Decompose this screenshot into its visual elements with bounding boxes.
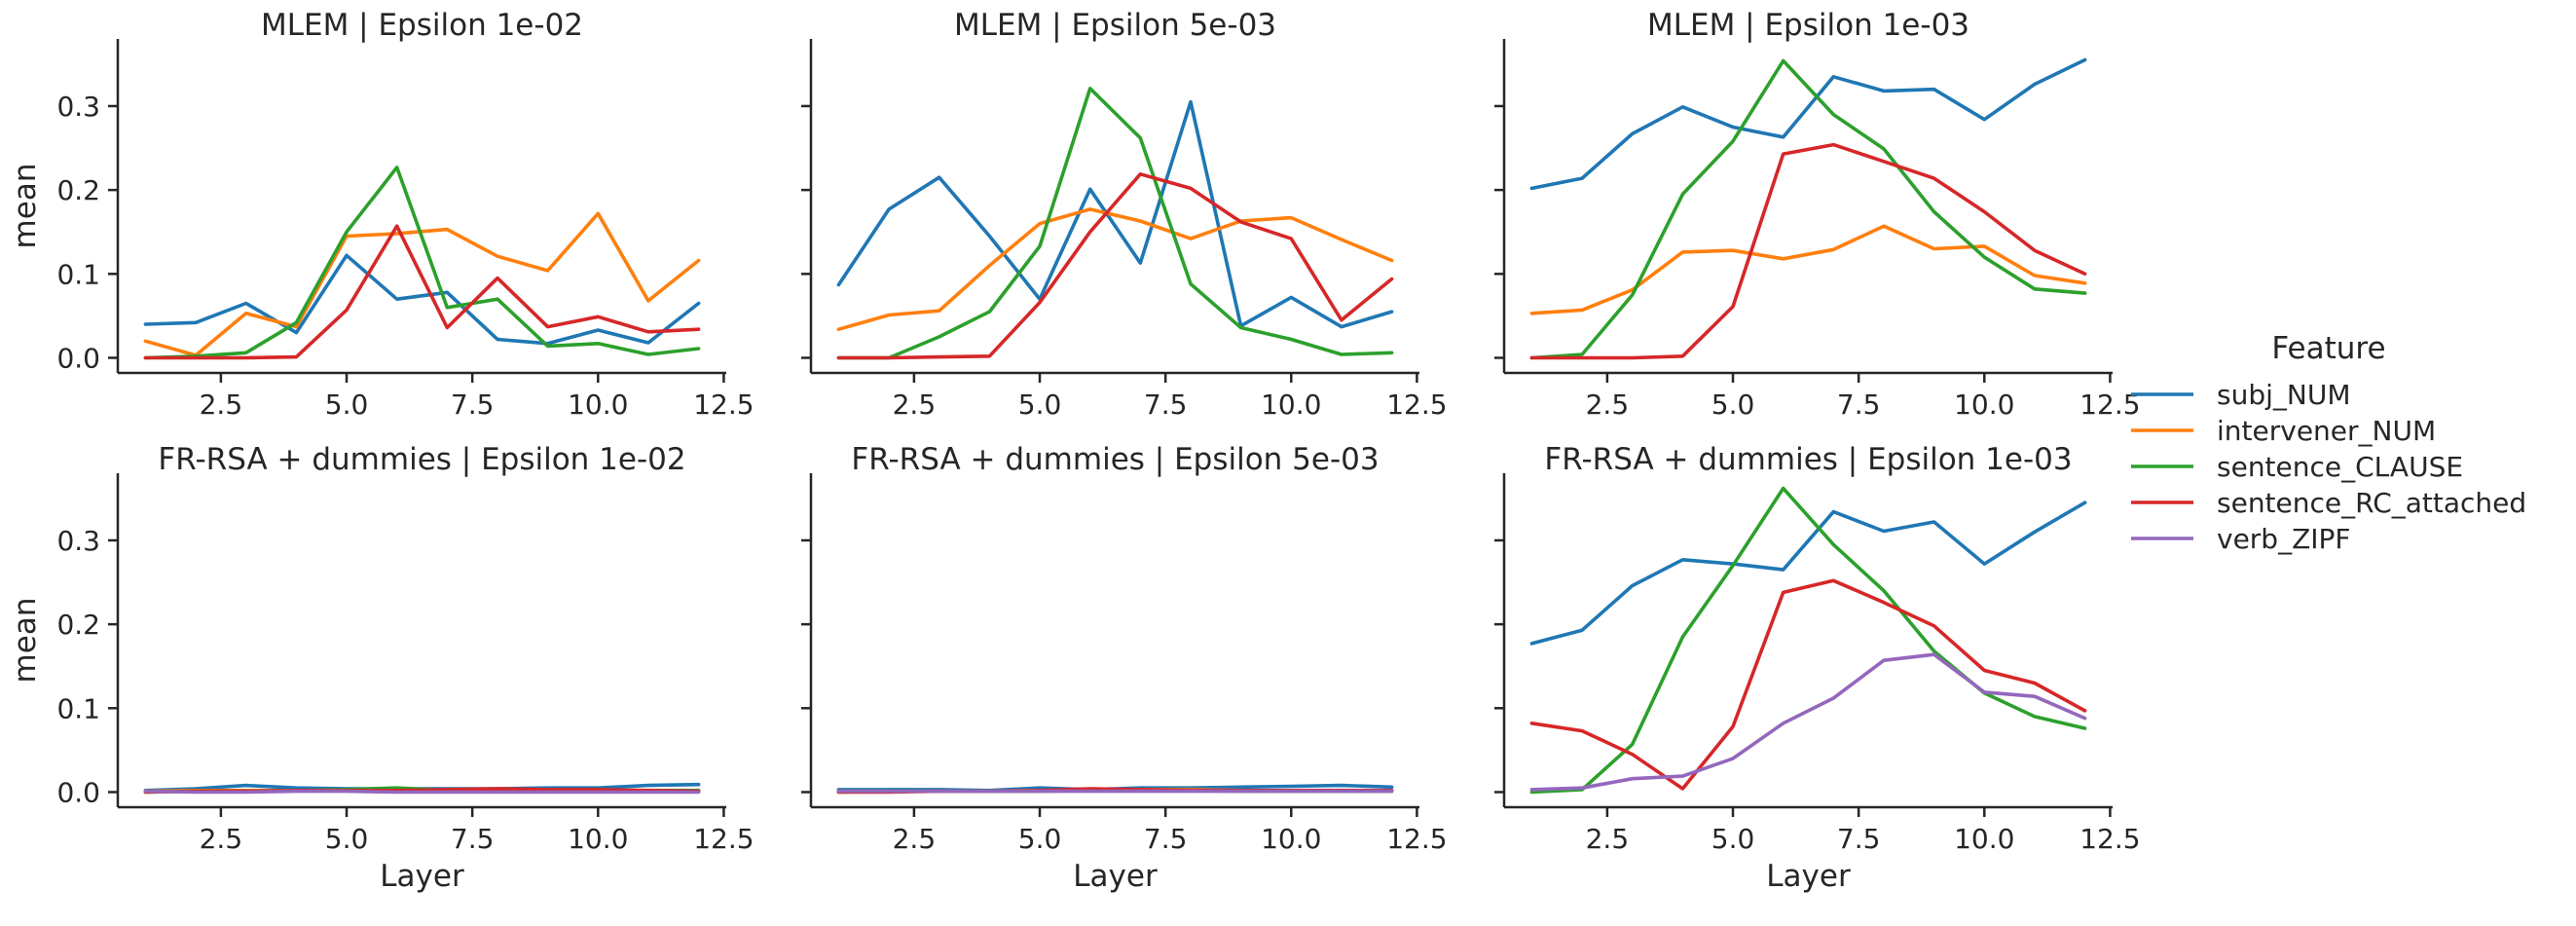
subplot-0-0: MLEM | Epsilon 1e-02 0.0 0.1 0.2 0.3 2.5 5.0 7.… [8,8,754,421]
x-tick-label: 10.0 [1261,823,1321,855]
subplot-title: MLEM | Epsilon 1e-03 [1647,8,1969,43]
series-line-sentence-clause [143,166,701,360]
series-line-sentence-rc-attached [143,224,701,360]
y-tick-label: 0.3 [56,525,100,557]
series-line-subj-num [143,253,701,346]
x-tick-label: 5.0 [1711,823,1755,855]
series-line-intervener-num [1529,224,2087,315]
subplot-title: FR-RSA + dummies | Epsilon 1e-03 [1544,442,2072,477]
x-tick-label: 10.0 [568,389,628,421]
x-tick-label: 10.0 [568,823,628,855]
legend-item: subj_NUM [2131,379,2350,411]
x-tick-label: 7.5 [451,389,495,421]
x-tick-label: 10.0 [1261,389,1321,421]
subplot-1-0: FR-RSA + dummies | Epsilon 1e-02 0.0 0.1 0.… [8,442,754,894]
legend-label: intervener_NUM [2217,415,2436,447]
series-line-intervener-num [143,211,701,357]
x-tick-label: 7.5 [1144,823,1188,855]
x-axis-label: Layer [380,859,464,894]
x-tick-label: 12.5 [2079,389,2140,421]
series-line-verb-zipf [1529,652,2087,792]
legend-item: intervener_NUM [2131,415,2436,447]
legend-label: verb_ZIPF [2217,523,2351,555]
subplot-1-2: FR-RSA + dummies | Epsilon 1e-03 2.5 5.0 7.… [1494,442,2141,894]
x-axis-label: Layer [1073,859,1158,894]
series-line-intervener-num [836,207,1394,332]
legend-title: Feature [2271,331,2385,366]
x-tick-label: 12.5 [1386,823,1447,855]
series-line-verb-zipf [143,789,701,795]
subplot-0-2: MLEM | Epsilon 1e-03 2.5 5.0 7.5 10.0 12.5 [1494,8,2141,421]
y-tick-label: 0.2 [56,609,100,641]
subplot-0-1: MLEM | Epsilon 5e-03 2.5 5.0 7.5 10.0 12.5 [801,8,1448,421]
subplot-title: FR-RSA + dummies | Epsilon 5e-03 [851,442,1379,477]
legend-item: verb_ZIPF [2131,523,2351,555]
series-line-sentence-rc-attached [836,172,1394,360]
x-tick-label: 2.5 [893,389,937,421]
legend-label: sentence_CLAUSE [2217,451,2463,483]
x-tick-label: 12.5 [693,389,754,421]
x-tick-label: 12.5 [2079,823,2140,855]
legend-item: sentence_CLAUSE [2131,451,2463,483]
series-line-subj-num [1529,57,2087,191]
x-tick-label: 7.5 [1837,389,1881,421]
y-tick-label: 0.0 [56,342,100,374]
x-tick-label: 12.5 [1386,389,1447,421]
x-tick-label: 2.5 [200,823,243,855]
x-tick-label: 2.5 [893,823,937,855]
x-tick-label: 2.5 [1586,389,1630,421]
x-tick-label: 10.0 [1954,823,2014,855]
y-tick-label: 0.2 [56,174,100,206]
legend-item: sentence_RC_attached [2131,487,2526,519]
y-tick-label: 0.1 [56,692,100,724]
x-tick-label: 2.5 [200,389,243,421]
series-line-subj-num [836,99,1394,329]
x-tick-label: 7.5 [1144,389,1188,421]
legend: Feature subj_NUM intervener_NUM sentence_CL… [2131,331,2526,555]
x-tick-label: 5.0 [1018,389,1062,421]
series-line-sentence-clause [1529,58,2087,360]
x-tick-label: 12.5 [693,823,754,855]
y-tick-label: 0.3 [56,91,100,123]
subplot-title: FR-RSA + dummies | Epsilon 1e-02 [158,442,685,477]
y-axis-label: mean [8,598,43,684]
x-tick-label: 5.0 [1018,823,1062,855]
y-tick-label: 0.0 [56,776,100,808]
series-line-sentence-clause [836,87,1394,360]
x-tick-label: 2.5 [1586,823,1630,855]
subplot-title: MLEM | Epsilon 5e-03 [954,8,1276,43]
series-line-sentence-rc-attached [1529,142,2087,360]
series-line-sentence-rc-attached [1529,578,2087,791]
x-tick-label: 5.0 [325,823,369,855]
legend-label: sentence_RC_attached [2217,487,2526,519]
subplot-1-1: FR-RSA + dummies | Epsilon 5e-03 2.5 5.0 7.… [801,442,1448,894]
y-tick-label: 0.1 [56,258,100,290]
x-tick-label: 7.5 [451,823,495,855]
x-tick-label: 7.5 [1837,823,1881,855]
x-tick-label: 5.0 [325,389,369,421]
x-tick-label: 10.0 [1954,389,2014,421]
x-axis-label: Layer [1766,859,1851,894]
legend-label: subj_NUM [2217,379,2350,411]
y-axis-label: mean [8,164,43,249]
x-tick-label: 5.0 [1711,389,1755,421]
series-line-subj-num [1529,500,2087,646]
subplot-title: MLEM | Epsilon 1e-02 [261,8,583,43]
